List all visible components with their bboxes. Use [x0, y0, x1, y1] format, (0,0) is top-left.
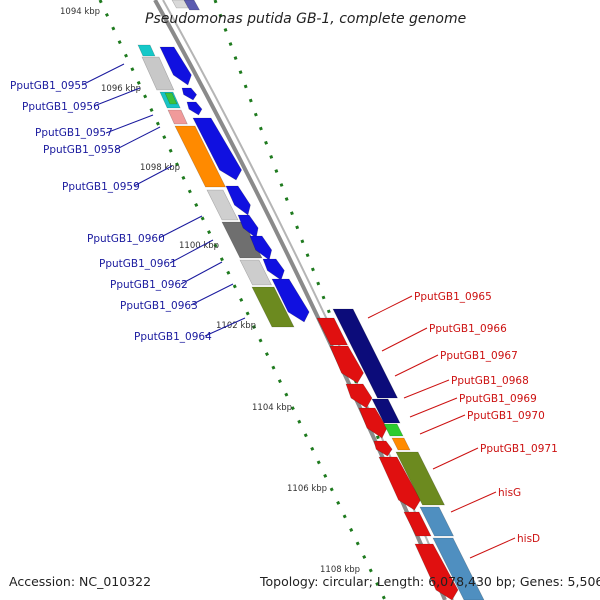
gene-leader-line [381, 327, 428, 352]
gene-leader-lines [81, 63, 516, 559]
feature-block[interactable] [183, 0, 201, 11]
category-block[interactable] [395, 451, 445, 506]
category-block[interactable] [141, 56, 175, 91]
gene-label-left[interactable]: PputGB1_0959 [62, 181, 140, 193]
gene-label-right[interactable]: PputGB1_0969 [459, 393, 537, 405]
accession-text: Accession: NC_010322 [9, 574, 151, 589]
gene-features-layer [137, 0, 485, 600]
gene-label-right[interactable]: PputGB1_0966 [429, 323, 507, 335]
gene-leader-line [204, 317, 246, 337]
gene-label-left[interactable]: PputGB1_0962 [110, 279, 188, 291]
category-block[interactable] [164, 92, 178, 105]
category-block[interactable] [432, 537, 485, 600]
forward-gene-arrow[interactable] [225, 185, 251, 216]
category-block[interactable] [137, 44, 156, 57]
category-block[interactable] [167, 109, 188, 125]
gene-leader-line [367, 295, 413, 319]
gene-leader-line [114, 126, 161, 151]
forward-gene-arrow[interactable] [192, 117, 242, 181]
forward-gene-arrow[interactable] [181, 87, 198, 101]
topology-text: Topology: circular; Length: 6,078,430 bp… [259, 574, 600, 589]
forward-gene-arrow[interactable] [271, 278, 310, 323]
forward-gene-arrow[interactable] [237, 214, 259, 239]
gene-leader-line [158, 215, 203, 239]
forward-gene-arrow[interactable] [159, 46, 192, 86]
gene-label-right[interactable]: hisG [498, 487, 521, 499]
kbp-label: 1098 kbp [140, 163, 180, 173]
genome-title: Pseudomonas putida GB-1, complete genome [145, 11, 466, 27]
gene-leader-line [169, 239, 214, 264]
category-block[interactable] [391, 437, 411, 451]
gene-leader-line [432, 447, 479, 470]
forward-gene-arrow[interactable] [186, 101, 203, 116]
gene-leader-line [105, 114, 154, 134]
category-block[interactable] [371, 398, 401, 424]
gene-leader-line [419, 414, 466, 435]
reverse-gene-arrow[interactable] [414, 543, 459, 600]
gene-label-right[interactable]: PputGB1_0967 [440, 350, 518, 362]
scale-track-right [213, 0, 397, 481]
gene-leader-line [81, 63, 125, 86]
category-block[interactable] [174, 125, 226, 188]
reverse-gene-arrow[interactable] [329, 345, 364, 384]
gene-label-left[interactable]: PputGB1_0956 [22, 101, 100, 113]
gene-leader-line [403, 379, 450, 399]
scale-track-left [98, 0, 387, 600]
gene-label-left[interactable]: PputGB1_0958 [43, 144, 121, 156]
category-block[interactable] [332, 308, 398, 399]
gene-leader-line [190, 283, 234, 306]
gene-leader-line [394, 354, 439, 377]
genome-backbone-outer [153, 0, 447, 600]
category-block[interactable] [251, 286, 295, 328]
reverse-gene-block[interactable] [403, 511, 432, 537]
gene-label-right[interactable]: PputGB1_0971 [480, 443, 558, 455]
gene-leader-line [469, 537, 516, 559]
category-block[interactable] [419, 506, 454, 537]
kbp-label: 1096 kbp [101, 84, 141, 94]
reverse-gene-arrow[interactable] [373, 440, 393, 457]
gene-label-right[interactable]: PputGB1_0970 [467, 410, 545, 422]
gene-label-left[interactable]: PputGB1_0963 [120, 300, 198, 312]
gene-label-left[interactable]: PputGB1_0961 [99, 258, 177, 270]
gene-label-left[interactable]: PputGB1_0955 [10, 80, 88, 92]
reverse-gene-arrow[interactable] [345, 383, 373, 409]
gene-label-right[interactable]: PputGB1_0968 [451, 375, 529, 387]
gene-leader-line [93, 87, 141, 107]
category-block[interactable] [206, 189, 239, 221]
gene-label-left[interactable]: PputGB1_0957 [35, 127, 113, 139]
kbp-label: 1106 kbp [287, 484, 327, 494]
forward-gene-arrow[interactable] [262, 258, 285, 281]
category-block[interactable] [239, 259, 272, 286]
gene-leader-line [133, 165, 173, 187]
kbp-label: 1102 kbp [216, 321, 256, 331]
gene-label-right[interactable]: PputGB1_0965 [414, 291, 492, 303]
kbp-label: 1108 kbp [320, 565, 360, 575]
forward-gene-arrow[interactable] [249, 235, 273, 261]
reverse-gene-arrow[interactable] [358, 407, 388, 439]
kbp-label: 1100 kbp [179, 241, 219, 251]
gene-leader-line [409, 397, 458, 418]
gene-label-left[interactable]: PputGB1_0964 [134, 331, 212, 343]
gene-leader-line [450, 491, 497, 513]
gene-leader-line [180, 261, 223, 285]
reverse-gene-block[interactable] [316, 317, 348, 346]
reverse-gene-arrow[interactable] [378, 456, 421, 511]
gene-label-right[interactable]: hisD [517, 533, 540, 545]
category-block[interactable] [383, 423, 404, 437]
kbp-label: 1104 kbp [252, 403, 292, 413]
gene-label-left[interactable]: PputGB1_0960 [87, 233, 165, 245]
kbp-label: 1094 kbp [60, 7, 100, 17]
feature-block[interactable] [171, 0, 189, 9]
category-block[interactable] [221, 221, 263, 259]
